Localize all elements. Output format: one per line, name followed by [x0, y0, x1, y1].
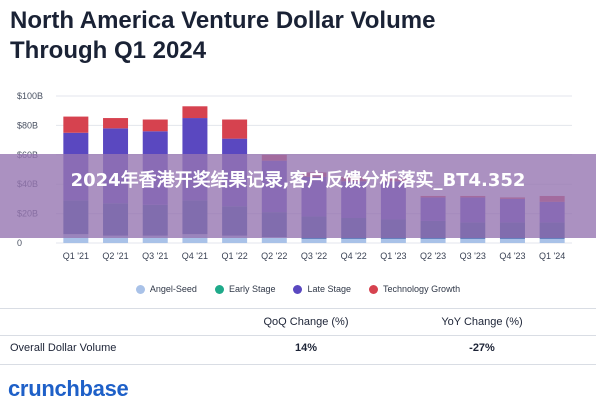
x-tick-label: Q4 '23 — [499, 251, 525, 261]
bar-segment — [63, 116, 89, 133]
bar-segment — [539, 238, 565, 243]
bar-segment — [103, 235, 129, 243]
bar-segment — [222, 235, 248, 243]
row-label: Overall Dollar Volume — [10, 342, 117, 354]
legend-label-late-stage: Late Stage — [307, 284, 352, 294]
chart-legend: Angel-Seed Early Stage Late Stage Techno… — [0, 284, 596, 294]
bar-segment — [261, 237, 287, 243]
x-tick-label: Q2 '23 — [420, 251, 446, 261]
title-line-2: Through Q1 2024 — [10, 37, 207, 64]
y-tick-label: 0 — [17, 238, 22, 248]
bar-segment — [182, 234, 208, 243]
bar-segment — [380, 238, 406, 243]
table-divider-top — [0, 308, 596, 309]
y-tick-label: $100B — [17, 91, 43, 101]
x-tick-label: Q1 '21 — [63, 251, 89, 261]
bar-segment — [222, 119, 248, 139]
legend-swatch-technology-growth — [369, 284, 379, 294]
crunchbase-logo: crunchbase — [8, 376, 129, 400]
legend-label-angel-seed: Angel-Seed — [149, 284, 197, 294]
legend-item-late-stage: Late Stage — [293, 284, 351, 294]
overlay-banner-text: 2024年香港开奖结果记录,客户反馈分析落实_BT4.352 — [70, 170, 526, 191]
x-tick-label: Q3 '22 — [301, 251, 327, 261]
table-divider-bottom — [0, 364, 596, 365]
bar-segment — [142, 119, 168, 132]
bar-segment — [499, 238, 525, 243]
bar-segment — [103, 118, 129, 129]
x-tick-label: Q4 '22 — [341, 251, 367, 261]
x-tick-label: Q1 '24 — [539, 251, 565, 261]
header-qoq: QoQ Change (%) — [263, 316, 349, 328]
legend-swatch-late-stage — [293, 284, 303, 294]
bar-segment — [460, 238, 486, 243]
row-yoy-value: -27% — [469, 342, 495, 354]
chart-title: North America Venture Dollar Volume Thro… — [10, 6, 570, 66]
x-tick-label: Q2 '22 — [261, 251, 287, 261]
legend-item-early-stage: Early Stage — [214, 284, 276, 294]
bar-segment — [341, 238, 367, 243]
y-tick-label: $80B — [17, 120, 38, 130]
legend-swatch-early-stage — [214, 284, 224, 294]
bar-segment — [182, 106, 208, 119]
x-tick-label: Q3 '21 — [142, 251, 168, 261]
bar-segment — [420, 238, 446, 243]
legend-label-early-stage: Early Stage — [228, 284, 276, 294]
table-header: QoQ Change (%) YoY Change (%) — [0, 316, 596, 330]
legend-label-technology-growth: Technology Growth — [383, 284, 461, 294]
x-tick-label: Q1 '22 — [221, 251, 247, 261]
legend-item-angel-seed: Angel-Seed — [135, 284, 197, 294]
table-row: Overall Dollar Volume 14% -27% — [0, 342, 596, 356]
x-tick-label: Q3 '23 — [460, 251, 486, 261]
title-line-1: North America Venture Dollar Volume — [10, 7, 436, 34]
x-tick-label: Q4 '21 — [182, 251, 208, 261]
legend-swatch-angel-seed — [135, 284, 145, 294]
x-tick-label: Q1 '23 — [380, 251, 406, 261]
header-yoy: YoY Change (%) — [441, 316, 523, 328]
bar-segment — [142, 235, 168, 243]
row-qoq-value: 14% — [294, 342, 318, 354]
bar-segment — [63, 234, 89, 243]
table-divider-middle — [0, 335, 596, 336]
overlay-banner — [0, 154, 596, 238]
x-tick-label: Q2 '21 — [102, 251, 128, 261]
bar-segment — [301, 238, 327, 243]
legend-item-technology-growth: Technology Growth — [369, 284, 460, 294]
